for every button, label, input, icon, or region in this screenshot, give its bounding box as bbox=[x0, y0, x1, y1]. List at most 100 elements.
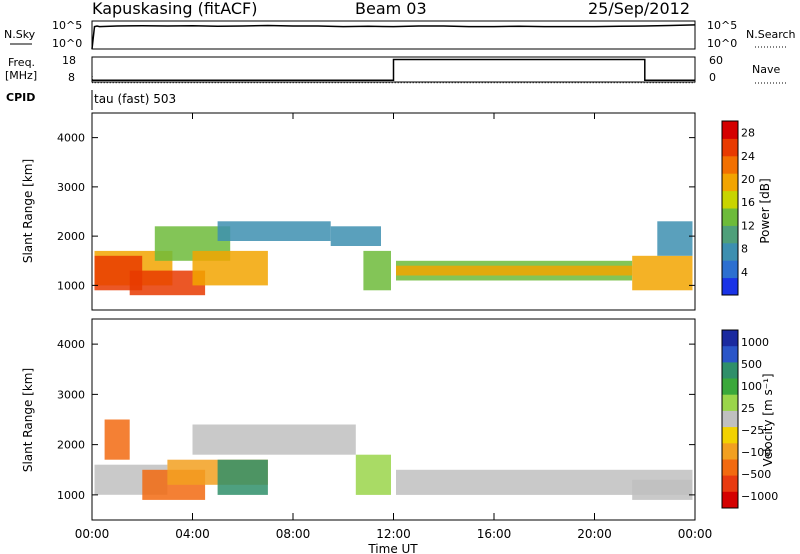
scatter-band-6 bbox=[330, 226, 381, 246]
noise-left-tick-bottom: 10^0 bbox=[52, 37, 82, 50]
velocity-colorbar-frame bbox=[721, 329, 739, 509]
freq-left-tick-bottom: 8 bbox=[68, 71, 75, 84]
power-ytick-label-0: 1000 bbox=[57, 279, 85, 292]
noise-right-tick-top: 10^5 bbox=[707, 19, 737, 32]
velocity-colorbar-swatch-7 bbox=[722, 443, 738, 460]
power-colorbar-swatch-2 bbox=[722, 242, 738, 261]
power-ytick-label-1: 2000 bbox=[57, 230, 85, 243]
noise-right-tick-bottom: 10^0 bbox=[707, 37, 737, 50]
scatter-band-1 bbox=[104, 419, 130, 460]
scatter-band-11 bbox=[657, 221, 693, 256]
scatter-band-10 bbox=[632, 255, 693, 291]
velocity-colorbar-swatch-4 bbox=[722, 394, 738, 412]
velocity-xlabel: Time UT bbox=[367, 542, 418, 554]
velocity-xtick-label-4: 16:00 bbox=[477, 527, 512, 541]
power-ytick-label-2: 3000 bbox=[57, 181, 85, 194]
velocity-ytick-label-0: 1000 bbox=[57, 489, 85, 502]
power-colorbar-swatch-5 bbox=[722, 190, 738, 209]
velocity-colorbar-tick-4: −25 bbox=[741, 424, 764, 437]
power-colorbar-swatch-4 bbox=[722, 208, 738, 226]
power-ylabel: Slant Range [km] bbox=[21, 159, 35, 263]
velocity-colorbar-tick-3: 25 bbox=[741, 402, 755, 415]
scatter-band-4 bbox=[192, 250, 268, 286]
velocity-colorbar-swatch-0 bbox=[722, 330, 738, 347]
cpid-label: CPID bbox=[6, 91, 35, 104]
power-colorbar-swatch-9 bbox=[722, 121, 738, 139]
velocity-ytick-label-1: 2000 bbox=[57, 439, 85, 452]
velocity-ytick-label-3: 4000 bbox=[57, 338, 85, 351]
power-colorbar-label: Power [dB] bbox=[758, 178, 772, 243]
velocity-colorbar-tick-5: −100 bbox=[741, 446, 771, 459]
velocity-xtick-label-5: 20:00 bbox=[577, 527, 612, 541]
velocity-colorbar-swatch-2 bbox=[722, 362, 738, 380]
velocity-colorbar-swatch-10 bbox=[722, 491, 738, 509]
velocity-colorbar-swatch-6 bbox=[722, 427, 738, 444]
velocity-y-axis: 1000 2000 3000 4000 bbox=[57, 338, 695, 502]
freq-right-tick-bottom: 0 bbox=[709, 71, 716, 84]
velocity-colorbar: 1000 500 100 25 −25 −100 −500 −1000 bbox=[721, 329, 778, 509]
freq-right-label: Nave bbox=[752, 63, 780, 76]
power-colorbar-tick-4: 12 bbox=[741, 219, 755, 232]
beam-title: Beam 03 bbox=[355, 0, 427, 18]
power-colorbar: 28 24 20 16 12 8 4 bbox=[721, 120, 755, 296]
velocity-xtick-label-0: 00:00 bbox=[75, 527, 110, 541]
velocity-colorbar-swatch-9 bbox=[722, 475, 738, 493]
freq-left-label: Freq. bbox=[8, 56, 35, 69]
power-colorbar-swatch-8 bbox=[722, 138, 738, 157]
scatter-band-8 bbox=[632, 479, 693, 500]
power-ytick-label-3: 4000 bbox=[57, 132, 85, 145]
power-colorbar-tick-0: 28 bbox=[741, 127, 755, 140]
power-colorbar-swatch-1 bbox=[722, 260, 738, 279]
velocity-xtick-label-2: 08:00 bbox=[276, 527, 311, 541]
station-title: Kapuskasing (fitACF) bbox=[92, 0, 257, 18]
velocity-colorbar-swatch-5 bbox=[722, 410, 738, 428]
power-colorbar-frame bbox=[721, 120, 739, 296]
scatter-band-4 bbox=[217, 459, 268, 495]
freq-series bbox=[91, 72, 695, 84]
power-y-axis: 1000 2000 3000 4000 bbox=[57, 132, 695, 292]
freq-left-tick-top: 18 bbox=[62, 54, 76, 67]
noise-sky-series bbox=[91, 24, 696, 50]
power-colorbar-tick-6: 4 bbox=[741, 266, 748, 279]
cpid-value: tau (fast) 503 bbox=[94, 92, 176, 106]
power-colorbar-tick-3: 16 bbox=[741, 196, 755, 209]
power-panel: 1000 2000 3000 4000 Slant Range [km] 28 24 20… bbox=[21, 112, 772, 311]
velocity-data-layer bbox=[94, 419, 693, 500]
noise-left-label: N.Sky bbox=[4, 28, 36, 41]
velocity-colorbar-label: Velocity [m s⁻¹] bbox=[761, 373, 775, 466]
freq-units-label: [MHz] bbox=[5, 69, 37, 82]
velocity-xtick-label-3: 12:00 bbox=[376, 527, 411, 541]
power-colorbar-tick-5: 8 bbox=[741, 243, 748, 256]
cpid-strip: CPID tau (fast) 503 bbox=[6, 90, 176, 110]
noise-panel: N.Sky 10^5 10^0 10^5 10^0 N.Search bbox=[4, 19, 796, 50]
nave-series bbox=[92, 58, 695, 82]
scatter-band-5 bbox=[217, 221, 331, 241]
velocity-colorbar-tick-2: 100 bbox=[741, 380, 762, 393]
scatter-band-5 bbox=[192, 424, 356, 455]
velocity-xtick-label-1: 04:00 bbox=[175, 527, 210, 541]
scatter-band-6 bbox=[355, 454, 391, 495]
velocity-x-axis: 00:00 04:00 08:00 12:00 16:00 20:00 00:00 bbox=[75, 113, 713, 541]
velocity-ylabel: Slant Range [km] bbox=[21, 368, 35, 472]
freq-panel: Freq. [MHz] 18 8 60 0 Nave bbox=[5, 54, 786, 84]
power-colorbar-tick-2: 20 bbox=[741, 173, 755, 186]
velocity-panel: 1000 2000 3000 4000 00:00 04:00 08:00 12:00 16:… bbox=[21, 113, 778, 554]
velocity-colorbar-swatch-3 bbox=[722, 378, 738, 396]
freq-panel-frame bbox=[91, 56, 696, 83]
power-colorbar-swatch-3 bbox=[722, 225, 738, 244]
power-colorbar-swatch-6 bbox=[722, 173, 738, 192]
velocity-xtick-label-6: 00:00 bbox=[678, 527, 713, 541]
noise-left-tick-top: 10^5 bbox=[52, 19, 82, 32]
scatter-band-9 bbox=[396, 265, 633, 276]
noise-panel-frame bbox=[91, 20, 696, 50]
date-title: 25/Sep/2012 bbox=[588, 0, 690, 18]
power-colorbar-swatch-7 bbox=[722, 155, 738, 174]
power-data-layer bbox=[94, 221, 693, 296]
velocity-colorbar-tick-1: 500 bbox=[741, 358, 762, 371]
velocity-colorbar-swatch-8 bbox=[722, 459, 738, 477]
velocity-colorbar-swatch-1 bbox=[722, 346, 738, 363]
power-colorbar-tick-1: 24 bbox=[741, 150, 755, 163]
freq-right-tick-top: 60 bbox=[709, 54, 723, 67]
power-colorbar-swatch-0 bbox=[722, 277, 738, 296]
